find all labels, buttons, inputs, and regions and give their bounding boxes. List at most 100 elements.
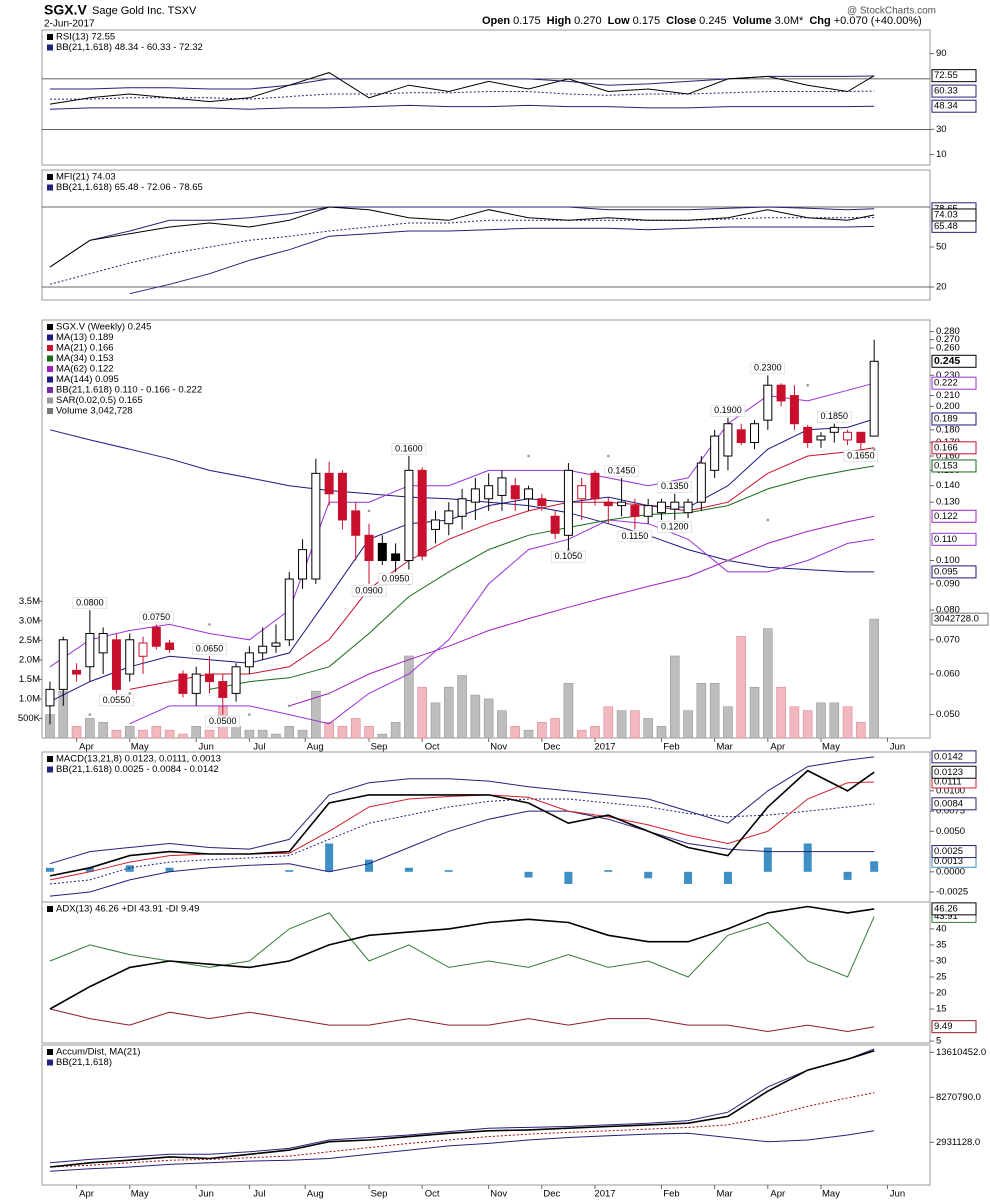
histogram-bar (524, 871, 533, 878)
candle-body (696, 462, 706, 503)
volume-bar (324, 722, 334, 739)
histogram-bar (763, 847, 772, 872)
value-tag-label: 0.0111 (934, 776, 962, 787)
candle-body (125, 639, 135, 675)
legend-entry: Accum/Dist, MA(21) (56, 1047, 140, 1058)
histogram-bar (285, 870, 294, 872)
y-tick-label: 20 (936, 282, 947, 293)
indicator-line (49, 1049, 875, 1168)
sar-dot (88, 713, 92, 716)
candle-body (590, 472, 600, 500)
sar-dot (766, 518, 770, 522)
candle-body (563, 469, 573, 536)
candle-body (537, 498, 547, 507)
y2-tick-label: 3.5M (19, 596, 40, 607)
candle-body (470, 488, 480, 503)
x-tick-label: Mar (716, 1189, 732, 1200)
panel-frame (41, 901, 931, 1044)
value-tag-label: 0.095 (934, 566, 958, 577)
x-tick-label: Apr (79, 742, 94, 753)
value-tag-label: 72.55 (934, 70, 958, 81)
annotation-label: 0.1900 (714, 405, 742, 415)
volume-bar (111, 729, 122, 739)
x-tick-label: Apr (79, 1189, 94, 1200)
histogram-bar (325, 843, 334, 872)
annotation-box (99, 694, 134, 707)
indicator-line (49, 756, 875, 865)
quote-value: 0.175 (633, 15, 661, 27)
volume-bar (497, 710, 507, 739)
indicator-line (49, 429, 875, 573)
legend-swatch (47, 376, 53, 383)
y-tick-label: 0.0075 (936, 806, 965, 817)
volume-bar (776, 686, 786, 739)
indicator-line (49, 798, 875, 885)
value-tag-label: 60.33 (934, 86, 958, 97)
y-tick-label: 30 (936, 124, 947, 135)
y-tick-label: 20 (936, 988, 947, 999)
volume-bar (856, 722, 866, 739)
y-tick-label: 0.0100 (936, 785, 965, 796)
sar-dot (872, 447, 876, 451)
legend-entry: SAR(0.02,0.5) 0.165 (56, 395, 143, 406)
indicator-line (49, 912, 875, 978)
volume-bar (98, 722, 108, 739)
x-tick-label: May (822, 1189, 840, 1200)
x-tick-label: Oct (425, 1189, 440, 1200)
volume-bar (696, 683, 707, 739)
x-tick-label: 2017 (594, 742, 615, 753)
indicator-line (49, 905, 875, 1010)
indicator-line (49, 418, 875, 703)
candle-body (430, 519, 440, 530)
histogram-bar (125, 865, 134, 872)
legend-swatch (47, 906, 53, 912)
value-tag (931, 84, 977, 98)
volume-bar (749, 686, 760, 739)
candle-body (710, 435, 720, 471)
volume-bar (204, 729, 215, 739)
annotation-label: 0.1150 (621, 531, 648, 541)
sar-dot (128, 692, 132, 695)
value-tag (931, 765, 977, 779)
y-tick-label: 15 (936, 1004, 947, 1015)
x-tick-label: 2017 (594, 1189, 615, 1200)
candle-body (138, 642, 148, 657)
candle-body (337, 472, 347, 521)
legend-swatch (47, 766, 53, 773)
volume-bar (523, 729, 534, 739)
value-tag (931, 750, 977, 764)
value-tag (931, 532, 977, 546)
legend-entry: MA(144) 0.095 (56, 374, 119, 385)
value-tag-label: 74.03 (934, 209, 958, 220)
panel-frame (41, 319, 931, 739)
volume-bar (816, 702, 826, 739)
histogram-bar (870, 861, 879, 872)
indicator-line (129, 519, 875, 725)
value-tag (931, 208, 977, 222)
annotation-label: 0.1600 (395, 443, 423, 453)
volume-bar (271, 733, 281, 739)
value-tag (931, 509, 977, 523)
legend-swatch (47, 387, 53, 393)
annotation-label: 0.1850 (821, 411, 849, 421)
volume-bar (85, 718, 95, 739)
quote-key: Close (666, 15, 696, 27)
candle-body (630, 505, 640, 517)
candle-body (524, 488, 534, 500)
x-tick-label: May (822, 742, 840, 753)
x-tick-label: Dec (543, 1189, 560, 1200)
legend-swatch (47, 408, 53, 414)
sar-dot (287, 704, 291, 708)
volume-bar (869, 618, 879, 739)
annotation-box (710, 405, 746, 417)
x-tick-label: Apr (770, 1189, 785, 1200)
indicator-line (49, 382, 875, 668)
value-tag-label: 43.91 (934, 911, 958, 922)
volume-bar (151, 725, 162, 739)
volume-bar (244, 729, 255, 739)
quote-key: Low (608, 15, 630, 27)
volume-bar (563, 683, 574, 739)
histogram-bar (165, 867, 174, 872)
candle-body (750, 423, 760, 444)
